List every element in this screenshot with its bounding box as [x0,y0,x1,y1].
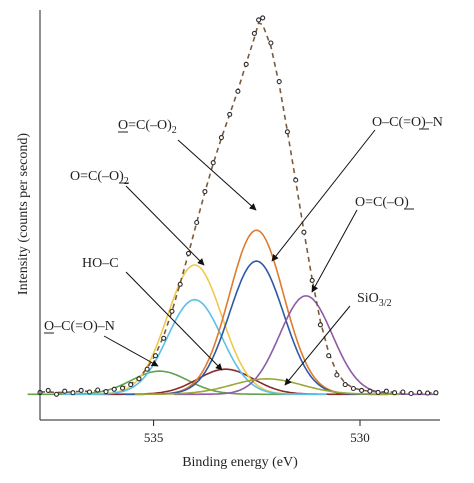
data-point-21 [202,189,208,195]
data-point-34 [301,229,307,235]
arrow-ocoon-left [103,335,159,367]
label-oco2-top-main: O=C(–O) [118,118,172,133]
data-point-6 [78,387,84,393]
y-axis-title: Intensity (counts per second) [16,133,31,295]
data-point-15 [152,353,159,359]
data-point-23 [218,135,224,141]
label-oco-right: O=C(–O) [355,195,409,210]
data-point-19 [185,250,192,256]
data-point-9 [103,389,109,395]
data-point-20 [194,219,200,226]
data-point-7 [86,389,93,395]
data-point-31 [276,79,282,85]
arrow-oco2-top [177,139,257,211]
data-point-48 [416,389,422,395]
arrow-ocoon-right [271,129,376,262]
data-point-33 [293,177,299,183]
data-point-13 [136,376,142,382]
arrow-oco2-left [125,185,205,266]
label-ocoon-left: O–C(=O)–N [44,319,115,334]
data-point-46 [400,389,406,395]
data-point-26 [243,61,249,67]
data-point-37 [326,353,332,359]
data-point-24 [227,111,233,117]
data-point-8 [95,387,101,393]
data-point-17 [169,308,175,314]
measured-points [37,15,439,397]
label-sio: SiO3/2 [357,291,392,309]
data-point-32 [284,129,290,135]
label-sio-main: SiO [357,291,379,306]
x-tick-label-535: 535 [144,430,164,445]
data-point-44 [383,388,389,394]
data-point-45 [392,390,398,396]
arrow-oco-right [311,209,358,293]
data-point-18 [177,281,183,287]
data-point-25 [235,88,241,94]
label-oco2-top: O=C(–O)2 [118,118,177,136]
x-tick-label-530: 530 [350,430,370,445]
data-point-28 [256,17,262,23]
data-point-16 [161,335,167,341]
data-point-30 [268,40,274,46]
label-oco2-top-sub: 2 [172,125,177,136]
data-point-11 [119,385,126,391]
data-point-47 [408,390,414,397]
data-point-14 [144,366,150,372]
arrow-hoc [125,271,223,371]
data-point-40 [350,385,356,392]
label-oco2-left: O=C(–O)2 [70,169,129,187]
data-point-39 [342,382,348,388]
data-point-38 [334,372,340,378]
data-point-4 [62,388,68,394]
component-curves [27,229,438,396]
x-axis-title: Binding energy (eV) [182,455,298,470]
data-point-42 [367,388,373,394]
label-oco2-left-main: O=C(–O) [70,169,124,184]
label-oco2-left-sub: 2 [124,176,129,187]
data-point-50 [433,390,439,396]
data-point-12 [128,382,134,388]
data-point-2 [45,387,51,393]
label-sio-sub: 3/2 [379,298,392,309]
data-point-49 [425,390,431,396]
data-point-43 [375,389,381,395]
label-ocoon-right: O–C(=O)–N [372,115,443,130]
data-point-36 [317,322,323,328]
data-point-22 [210,160,216,166]
data-point-35 [309,277,315,283]
component-curve-8 [134,377,399,396]
data-point-5 [70,390,76,396]
data-point-29 [260,15,266,21]
arrow-sio [284,305,351,386]
data-point-41 [359,387,365,393]
label-hoc: HO–C [82,256,119,271]
data-point-27 [251,30,257,36]
data-point-3 [53,391,60,397]
data-point-10 [111,386,117,392]
